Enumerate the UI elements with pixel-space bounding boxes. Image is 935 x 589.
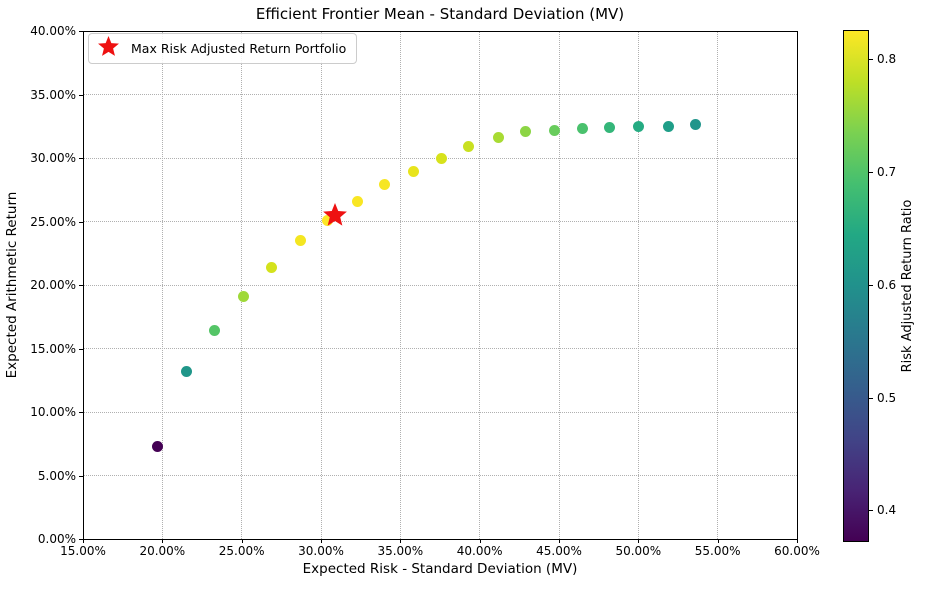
gridline-horizontal [83,284,797,286]
x-tick-label: 20.00% [139,544,186,558]
x-tick-label: 60.00% [774,544,820,558]
colorbar [843,30,869,542]
legend: Max Risk Adjusted Return Portfolio [88,33,358,64]
x-tick-label: 35.00% [377,544,424,558]
scatter-point-13 [493,132,505,144]
colorbar-tick-mark [869,284,873,286]
y-tick-label: 25.00% [30,214,76,229]
x-tick-mark [321,539,322,543]
y-tick-mark [79,158,83,159]
colorbar-tick-mark [869,397,873,399]
colorbar-tick-label: 0.5 [877,390,897,405]
max-ratio-star-marker [322,202,348,228]
y-tick-mark [79,221,83,223]
scatter-point-6 [294,235,306,247]
x-tick-label: 50.00% [615,544,662,558]
colorbar-tick-label: 0.8 [877,52,897,67]
x-axis-label: Expected Risk - Standard Deviation (MV) [302,561,578,577]
gridline-horizontal [83,411,797,413]
x-tick-mark [83,539,84,543]
scatter-point-3 [209,325,221,337]
x-tick-mark [162,539,164,543]
x-tick-mark [479,539,481,543]
x-tick-label: 15.00% [60,544,106,558]
legend-star-icon [97,35,120,62]
scatter-point-17 [604,122,616,134]
scatter-point-10 [407,166,419,178]
scatter-point-14 [520,125,532,137]
colorbar-tick-label: 0.7 [877,165,897,180]
scatter-point-20 [689,119,701,131]
x-tick-mark [400,539,402,543]
scatter-point-4 [237,290,249,302]
y-tick-mark [79,94,83,96]
scatter-point-15 [548,124,560,136]
x-tick-label: 55.00% [694,544,741,558]
scatter-point-18 [632,120,644,132]
y-tick-mark [79,539,83,540]
y-tick-mark [79,31,83,32]
scatter-point-12 [463,141,475,153]
y-tick-label: 15.00% [30,341,76,356]
y-tick-label: 10.00% [30,405,76,419]
colorbar-tick-mark [869,510,873,512]
y-tick-label: 40.00% [30,24,76,38]
y-tick-mark [79,412,83,413]
x-tick-mark [717,539,719,543]
x-tick-label: 25.00% [218,544,265,558]
scatter-point-11 [436,152,448,164]
y-tick-mark [79,285,83,286]
y-tick-label: 35.00% [30,87,76,102]
gridline-horizontal [83,221,797,222]
x-tick-label: 30.00% [298,544,344,558]
scatter-point-19 [662,120,674,132]
scatter-point-1 [152,440,164,452]
x-tick-mark [797,539,798,543]
chart-title: Efficient Frontier Mean - Standard Devia… [255,5,625,23]
scatter-point-9 [378,179,390,191]
y-tick-label: 0.00% [37,532,76,546]
colorbar-tick-label: 0.6 [877,277,897,292]
y-tick-label: 5.00% [37,468,76,483]
y-tick-label: 20.00% [30,278,76,292]
colorbar-tick-mark [869,172,873,174]
y-tick-mark [79,348,83,350]
gridline-horizontal [83,348,797,349]
legend-label: Max Risk Adjusted Return Portfolio [131,41,347,56]
scatter-point-5 [266,261,278,273]
scatter-point-2 [180,365,192,377]
y-tick-mark [79,475,83,477]
x-tick-mark [638,539,640,543]
gridline-horizontal [83,94,797,95]
x-tick-label: 45.00% [536,544,582,558]
colorbar-tick-mark [869,59,873,61]
colorbar-tick-label: 0.4 [877,503,897,518]
y-tick-label: 30.00% [30,151,76,165]
x-tick-mark [559,539,560,543]
scatter-point-16 [577,123,589,135]
y-axis-label: Expected Arithmetic Return [4,191,20,379]
gridline-horizontal [83,475,797,476]
plot-area-frame [83,31,798,540]
scatter-point-8 [351,195,363,207]
scatter-point-7 [321,214,333,226]
colorbar-label: Risk Adjusted Return Ratio [900,199,915,373]
x-tick-mark [241,539,243,543]
x-tick-label: 40.00% [456,544,503,558]
